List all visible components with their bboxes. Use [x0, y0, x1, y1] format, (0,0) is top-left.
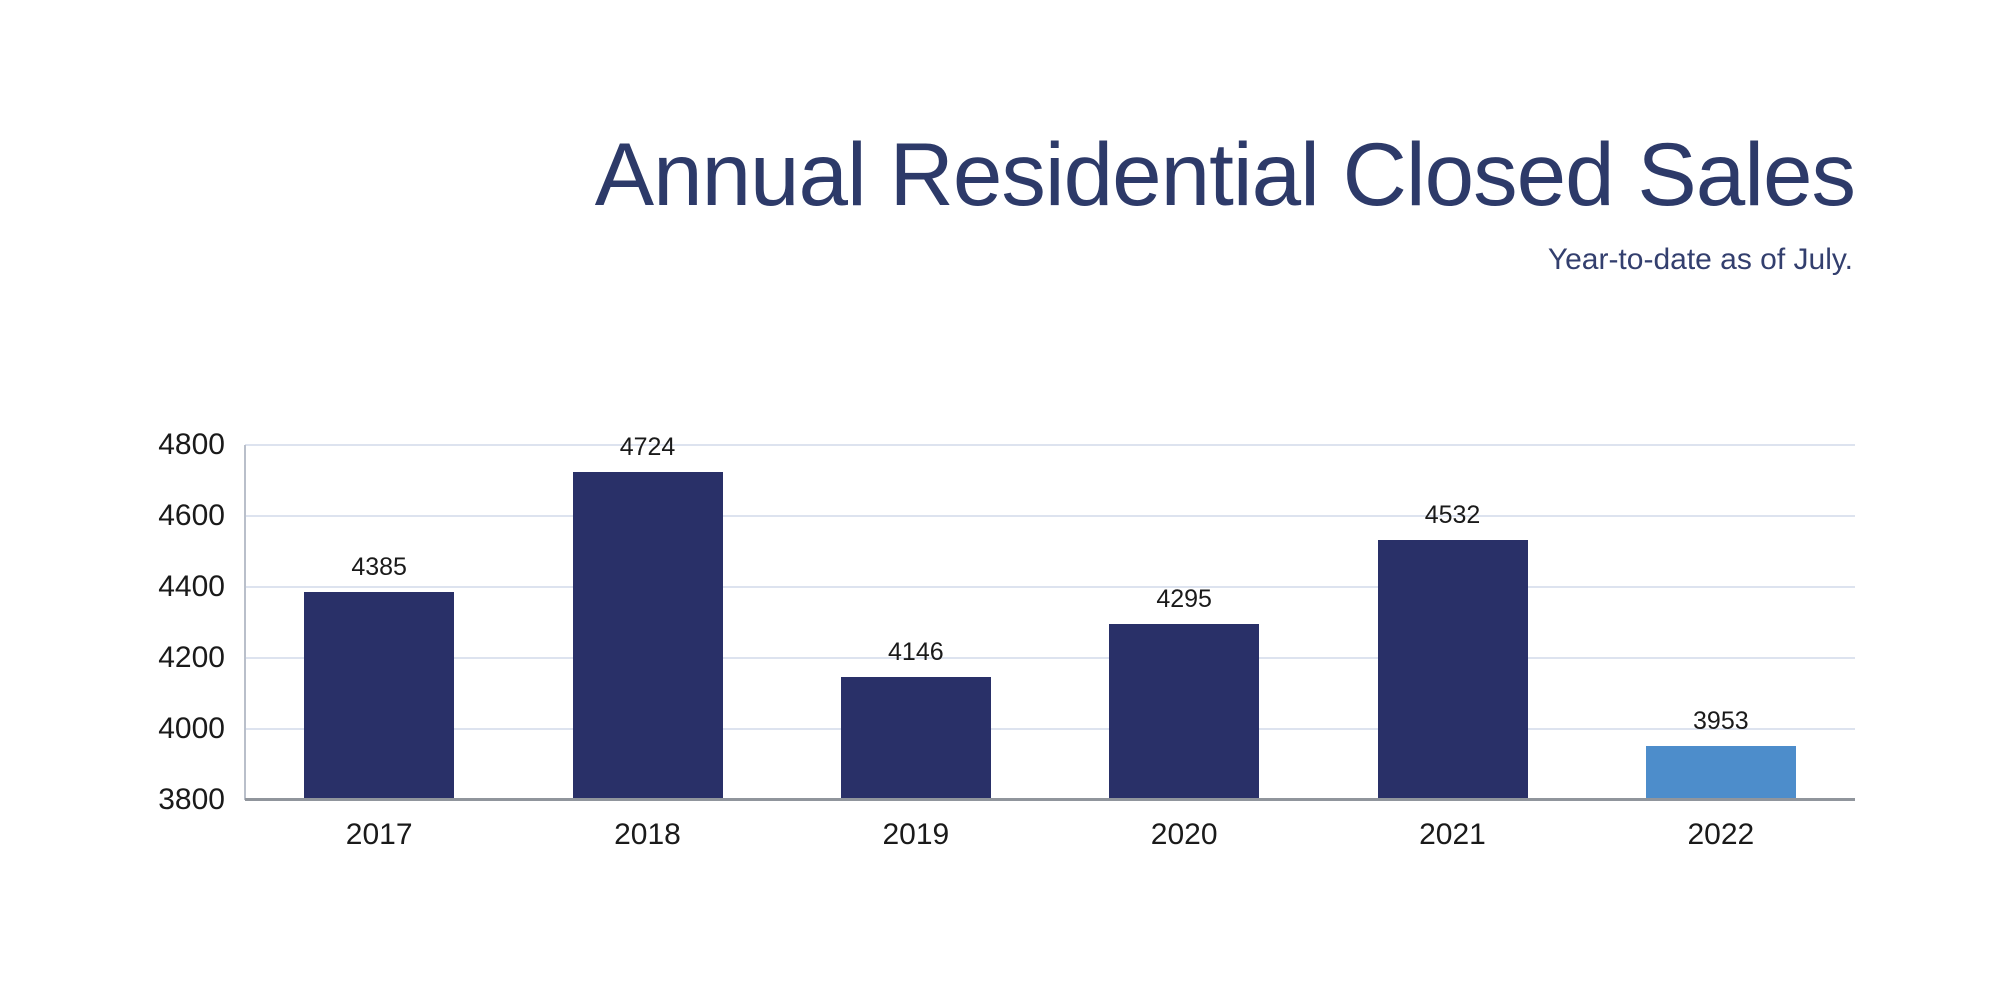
- x-axis-baseline: [245, 798, 1855, 801]
- x-tick-label-2018: 2018: [614, 818, 681, 851]
- gridline-4800: [245, 444, 1855, 446]
- bar-2021: [1377, 540, 1528, 800]
- y-tick-label-4600: 4600: [158, 499, 225, 532]
- bar-2019: [840, 677, 991, 800]
- y-axis-line: [244, 445, 246, 800]
- y-tick-label-4200: 4200: [158, 641, 225, 674]
- bar-chart-plot: 3800 4000 4200 4400 4600 4800 4385 4724 4146 429…: [158, 428, 1855, 851]
- value-label-2019: 4146: [888, 638, 944, 667]
- chart-subtitle: Year-to-date as of July.: [1547, 243, 1853, 276]
- gridline-4600: [245, 515, 1855, 517]
- gridline-4400: [245, 586, 1855, 588]
- value-label-2022: 3953: [1693, 706, 1749, 735]
- bar-2022: [1645, 745, 1796, 800]
- value-label-2017: 4385: [351, 553, 407, 582]
- value-label-2021: 4532: [1424, 501, 1481, 530]
- x-tick-label-2021: 2021: [1419, 818, 1486, 851]
- x-tick-label-2017: 2017: [345, 818, 413, 851]
- x-tick-label-2020: 2020: [1150, 818, 1218, 851]
- bar-2020: [1109, 624, 1260, 800]
- x-tick-label-2022: 2022: [1687, 818, 1755, 851]
- y-tick-label-4000: 4000: [158, 712, 225, 745]
- gridline-4200: [245, 657, 1855, 659]
- gridline-4000: [245, 728, 1855, 730]
- bar-2018: [572, 471, 723, 800]
- value-label-2018: 4724: [619, 432, 676, 461]
- value-label-2020: 4295: [1156, 585, 1212, 614]
- chart-title: Annual Residential Closed Sales: [594, 124, 1856, 224]
- bar-2017: [304, 592, 455, 800]
- y-tick-label-3800: 3800: [158, 783, 225, 816]
- y-tick-label-4400: 4400: [158, 570, 225, 603]
- y-tick-label-4800: 4800: [158, 428, 225, 461]
- x-tick-label-2019: 2019: [882, 818, 950, 851]
